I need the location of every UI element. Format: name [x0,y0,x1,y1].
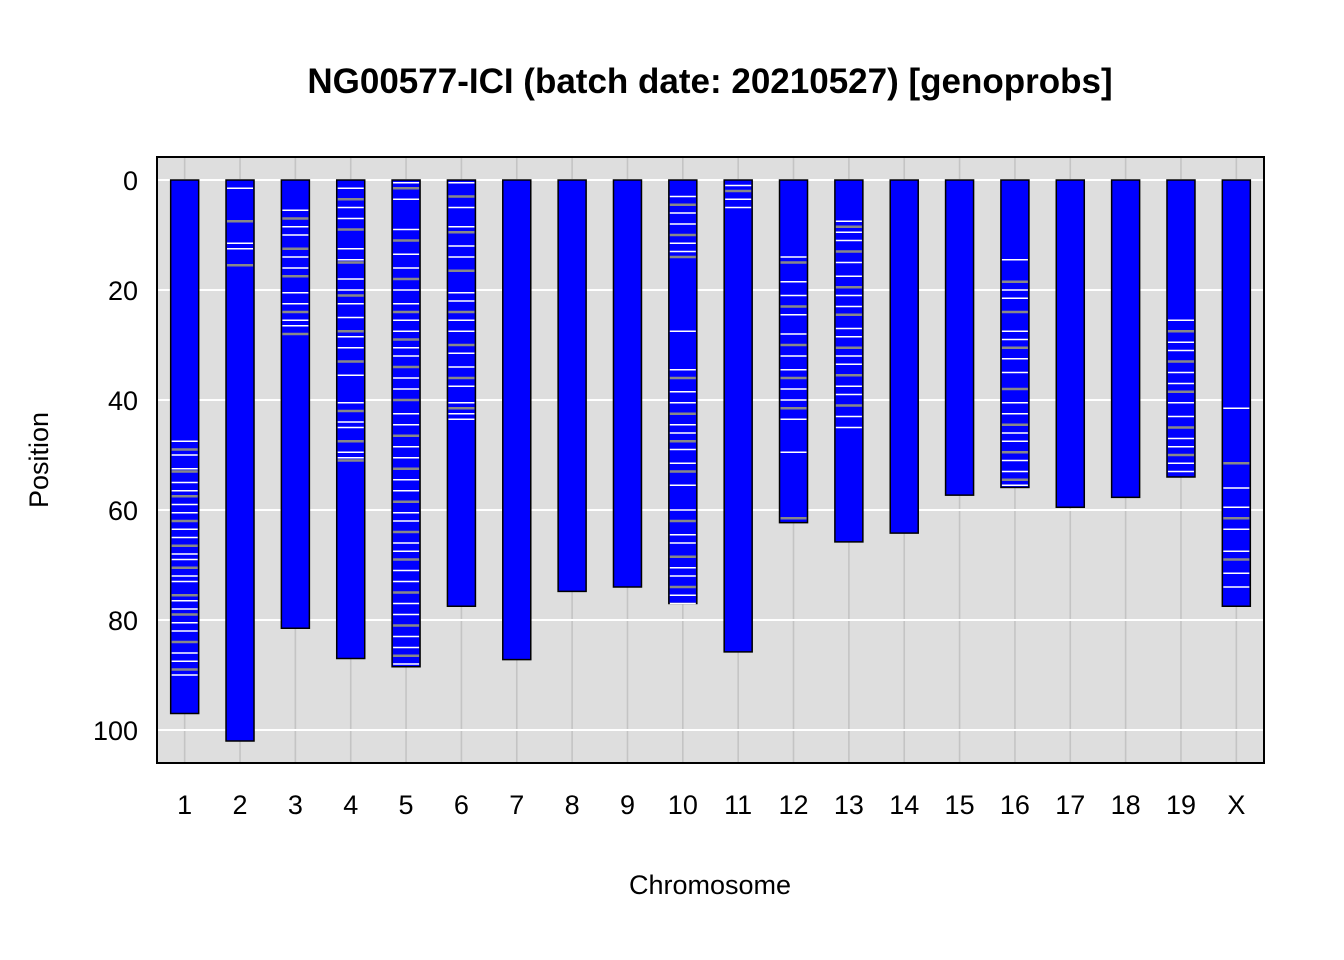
plot-panel [157,157,1264,763]
x-tick-label: 12 [779,790,809,820]
chart-title: NG00577-ICI (batch date: 20210527) [geno… [307,62,1112,101]
x-tick-label: 11 [724,790,752,820]
chromosome-14 [889,179,919,534]
x-tick-label: 6 [454,790,469,820]
chromosome-bar [446,179,477,607]
chromosome-bar [1000,179,1030,489]
chromosome-bar [1055,179,1086,508]
chromosome-18 [1110,179,1141,499]
y-tick-label: 100 [93,716,138,746]
y-tick-label: 80 [108,606,138,636]
y-tick-label: 40 [108,386,138,416]
chromosome-13 [834,179,864,543]
x-tick-label: 5 [399,790,414,820]
chromosome-17 [1055,179,1086,508]
chromosome-bar [225,179,255,742]
chromosome-15 [944,179,975,496]
chromosome-bar [944,179,975,496]
y-tick-label: 0 [123,166,138,196]
chromosome-11 [723,179,753,653]
y-tick-label: 60 [108,496,138,526]
y-axis-label: Position [24,412,54,508]
chromosome-5 [391,179,421,668]
x-tick-label: 15 [945,790,975,820]
x-tick-label: 19 [1166,790,1196,820]
chromosome-bar [557,179,587,593]
x-tick-label: 8 [565,790,580,820]
chromosome-7 [502,179,532,661]
plot-area: 1 2 3 4 5 6 7 8 9 10 11 12 13 14 15 16 17 18 19 X0204060801… [93,156,1265,820]
x-tick-label: X [1227,790,1245,820]
x-axis-label: Chromosome [629,870,791,900]
chromosome-bar [723,179,753,653]
x-tick-label: 18 [1111,790,1141,820]
chromosome-16 [1000,179,1030,489]
chromosome-bar [391,179,421,668]
x-tick-label: 2 [233,790,248,820]
chromosome-bar [834,179,864,543]
chromosome-bar [889,179,919,534]
chromosome-bar [612,179,643,588]
chromosome-1 [169,179,200,715]
chromosome-X [1221,179,1252,607]
x-tick-label: 14 [889,790,919,820]
chromosome-bar [1221,179,1252,607]
x-tick-label: 9 [620,790,635,820]
plot-border [156,156,1265,764]
chromosome-bar [502,179,532,661]
chromosome-2 [225,179,255,742]
x-tick-label: 13 [834,790,864,820]
chromosome-3 [280,179,311,629]
x-tick-label: 17 [1055,790,1085,820]
chromosome-9 [612,179,643,588]
x-tick-label: 10 [668,790,698,820]
chromosome-8 [557,179,587,593]
x-tick-label: 3 [288,790,303,820]
x-tick-label: 16 [1000,790,1030,820]
chromosome-bar [280,179,311,629]
x-tick-label: 7 [509,790,524,820]
chromosome-bar [169,179,200,715]
x-tick-label: 1 [177,790,192,820]
chromosome-bar [1166,179,1196,478]
x-tick-label: 4 [343,790,358,820]
chromosome-10 [668,179,698,605]
chromosome-bar [778,179,809,524]
chromosome-bar [1110,179,1141,499]
chromosome-19 [1166,179,1196,478]
chromosome-4 [335,179,366,660]
y-tick-label: 20 [108,276,138,306]
chromosome-bar [335,179,366,660]
chromosome-6 [446,179,477,607]
chromosome-12 [778,179,809,524]
